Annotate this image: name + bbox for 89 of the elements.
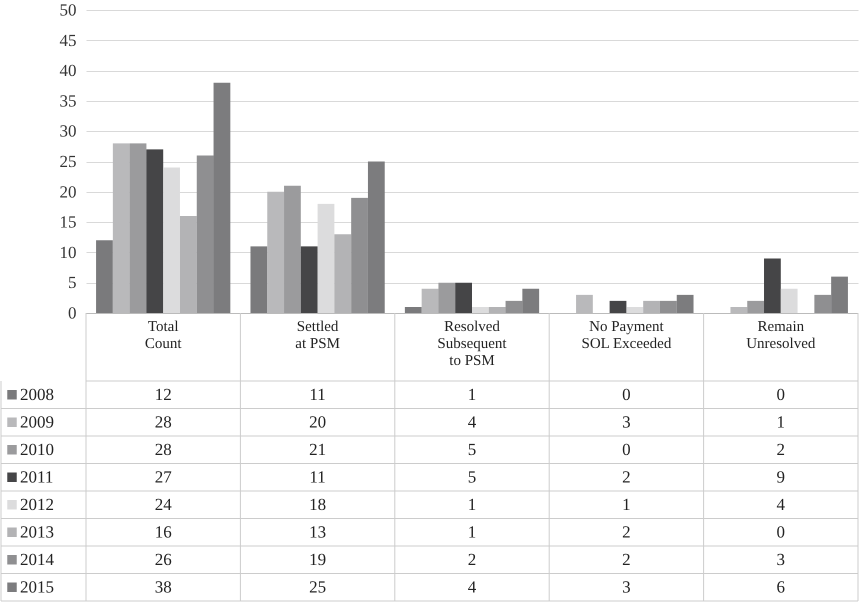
data-label: 1: [468, 494, 476, 514]
data-label: 3: [622, 577, 631, 596]
legend-label: 2012: [20, 494, 54, 514]
data-label: 0: [622, 440, 631, 459]
bar: [522, 288, 540, 313]
data-label: 2: [468, 550, 476, 569]
bar: [368, 162, 385, 313]
data-label: 1: [468, 384, 476, 404]
bar: [284, 186, 301, 313]
y-tick-label: 20: [60, 182, 76, 202]
bar: [196, 155, 214, 313]
data-label: 9: [776, 467, 786, 486]
data-label: 27: [154, 467, 172, 486]
data-label: 3: [776, 550, 786, 569]
bar: [780, 288, 798, 313]
data-label: 4: [468, 412, 477, 432]
data-label: 4: [468, 577, 477, 596]
bar: [455, 282, 472, 313]
y-tick-label: 25: [60, 152, 76, 171]
legend-label: 2010: [20, 440, 54, 459]
y-tick-label: 45: [60, 30, 76, 50]
bar: [660, 300, 677, 313]
bar: [214, 82, 230, 313]
data-label: 11: [309, 384, 326, 404]
data-label: 1: [622, 494, 631, 514]
y-tick-label: 15: [60, 212, 76, 232]
bar: [250, 246, 268, 313]
legend-label: 2008: [20, 384, 54, 404]
data-label: 2: [776, 440, 786, 459]
bar: [747, 300, 764, 313]
data-label: 20: [309, 412, 326, 432]
y-tick-label: 10: [60, 242, 76, 262]
bar: [626, 306, 644, 313]
data-label: 2: [622, 467, 631, 486]
y-tick-label: 35: [60, 91, 76, 110]
y-tick-label: 30: [60, 122, 76, 141]
data-label: 21: [309, 440, 326, 459]
data-label: 2: [622, 550, 631, 569]
bar: [831, 276, 848, 313]
data-label: 6: [776, 577, 786, 596]
bar: [438, 282, 456, 313]
data-label: 0: [776, 522, 786, 542]
bar: [130, 143, 146, 313]
data-label: 13: [309, 522, 326, 542]
bar: [676, 294, 694, 313]
bar: [506, 300, 522, 313]
y-tick-label: 40: [60, 61, 76, 80]
x-tick-label: Resolved Subsequent to PSM: [437, 319, 508, 369]
x-tick-label: No Payment SOL Exceeded: [581, 319, 672, 352]
legend-label: 2013: [20, 522, 54, 542]
data-label: 1: [468, 522, 476, 542]
data-label: 0: [776, 384, 786, 404]
legend-label: 2011: [20, 467, 54, 486]
data-label: 25: [309, 577, 326, 596]
legend-label: 2009: [20, 412, 54, 432]
bar: [146, 149, 164, 313]
bar: [610, 300, 626, 313]
bar: [300, 246, 318, 313]
data-label: 5: [468, 467, 476, 486]
legend-label: 2014: [20, 550, 54, 569]
legend-label: 2015: [20, 577, 54, 596]
data-label: 4: [776, 494, 786, 514]
data-label: 5: [468, 440, 476, 459]
data-label: 19: [309, 550, 326, 569]
x-tick-label: Total Count: [144, 319, 182, 352]
x-tick-label: Settled at PSM: [295, 319, 340, 352]
data-label: 28: [154, 440, 172, 459]
data-label: 12: [154, 384, 172, 404]
data-label: 2: [622, 522, 631, 542]
data-label: 26: [154, 550, 172, 569]
data-label: 16: [154, 522, 172, 542]
bar: [404, 306, 422, 313]
x-tick-label: Remain Unresolved: [746, 319, 816, 352]
data-label: 28: [154, 412, 172, 432]
data-label: 24: [154, 494, 172, 514]
data-label: 18: [309, 494, 326, 514]
bar: [472, 306, 489, 313]
y-tick-label: 50: [60, 0, 76, 20]
data-label: 11: [309, 467, 326, 486]
data-label: 0: [622, 384, 631, 404]
bar: [96, 240, 113, 313]
data-label: 1: [776, 412, 786, 432]
bar: [351, 198, 368, 313]
y-tick-label: 5: [68, 273, 76, 292]
y-tick-label: 0: [68, 304, 76, 322]
bar: [764, 258, 781, 313]
data-label: 38: [154, 577, 172, 596]
bar: [814, 294, 832, 313]
data-label: 3: [622, 412, 631, 432]
